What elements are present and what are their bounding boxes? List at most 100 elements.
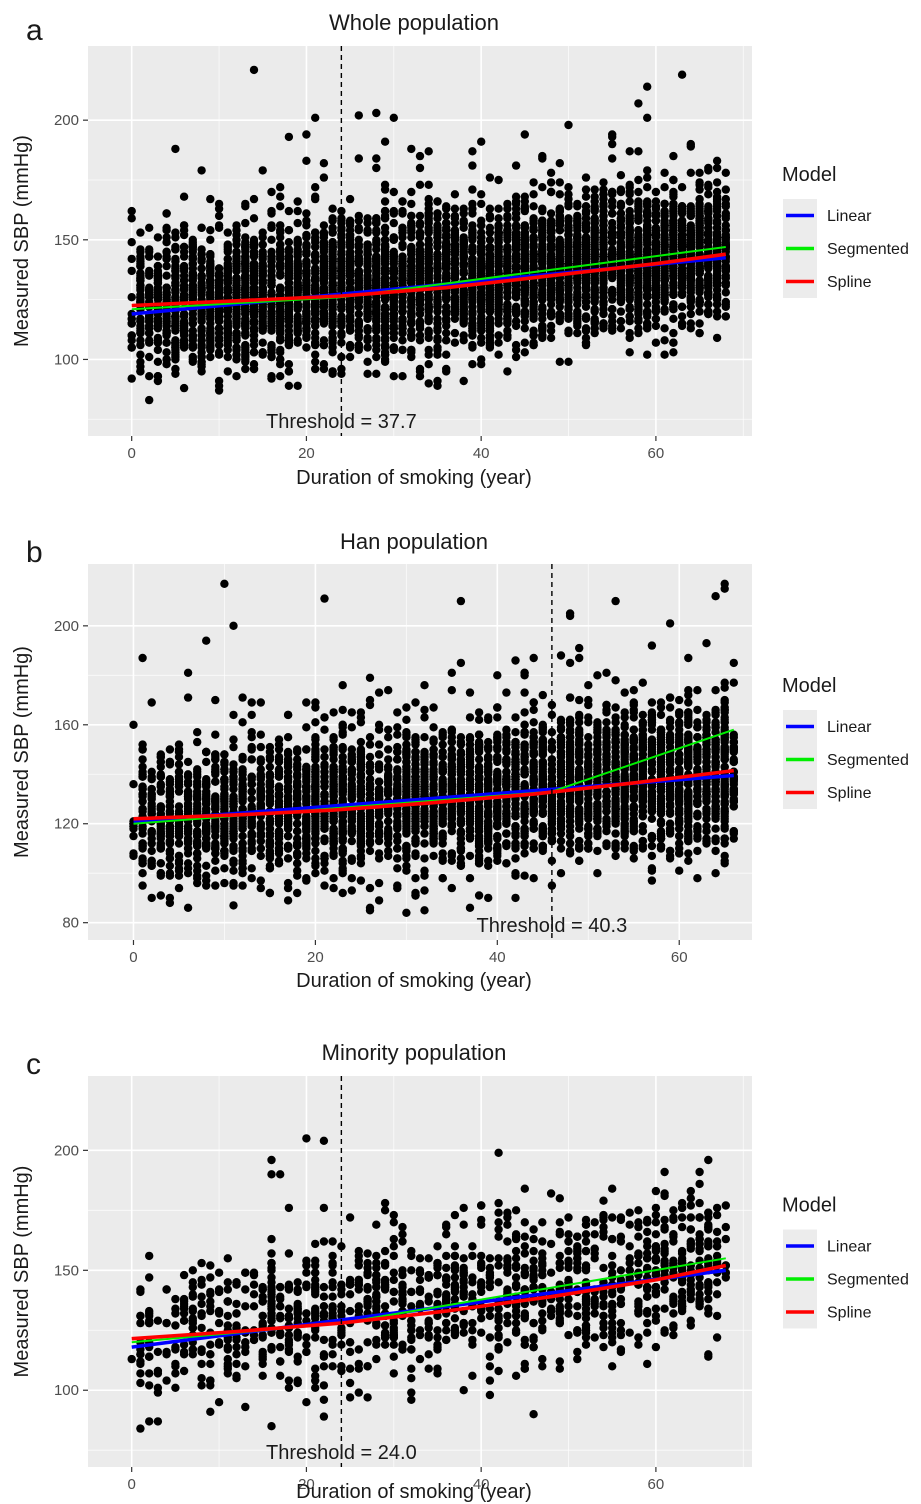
data-point — [485, 214, 495, 223]
data-point — [188, 242, 197, 252]
data-point — [171, 293, 180, 302]
data-point — [276, 285, 285, 295]
data-point — [258, 252, 267, 261]
data-point — [511, 264, 521, 273]
data-point — [284, 367, 294, 376]
data-point — [555, 159, 564, 168]
data-point — [477, 221, 486, 230]
data-point — [407, 333, 416, 343]
data-point — [468, 221, 477, 230]
data-point — [424, 180, 433, 189]
data-point — [389, 372, 398, 381]
data-point — [625, 333, 634, 343]
data-point — [677, 283, 687, 292]
data-point — [712, 333, 722, 343]
data-point — [398, 226, 407, 235]
data-point — [651, 266, 661, 276]
data-point — [188, 309, 197, 319]
data-point — [625, 218, 634, 228]
data-point — [564, 238, 573, 247]
data-point — [415, 151, 425, 161]
data-point — [380, 340, 390, 350]
data-point — [380, 197, 390, 206]
data-point — [302, 216, 311, 225]
data-point — [415, 180, 425, 189]
data-point — [311, 252, 320, 261]
data-point — [407, 211, 416, 221]
data-point — [424, 247, 433, 256]
data-point — [415, 372, 425, 381]
data-point — [311, 113, 320, 123]
data-point — [153, 252, 163, 261]
data-point — [643, 197, 652, 206]
data-point — [433, 343, 442, 352]
data-point — [677, 183, 687, 192]
data-point — [468, 161, 477, 170]
data-point — [232, 221, 241, 230]
data-point — [433, 326, 442, 335]
data-point — [389, 206, 398, 216]
data-point — [573, 211, 582, 221]
data-point — [721, 226, 730, 235]
data-point — [302, 130, 311, 139]
data-point — [721, 297, 730, 307]
data-point — [153, 261, 163, 271]
data-point — [171, 228, 180, 237]
data-point — [651, 338, 661, 347]
data-point — [433, 271, 442, 280]
data-point — [529, 233, 538, 242]
data-point — [380, 235, 390, 244]
data-point — [232, 321, 241, 331]
data-point — [407, 187, 416, 197]
data-point — [188, 293, 197, 302]
data-point — [660, 336, 669, 345]
data-point — [643, 324, 652, 333]
data-point — [511, 317, 521, 326]
data-point — [477, 302, 486, 311]
data-point — [179, 192, 189, 201]
data-point — [494, 238, 503, 247]
data-point — [415, 221, 425, 230]
data-point — [389, 187, 398, 197]
data-point — [634, 245, 643, 254]
data-point — [651, 314, 661, 323]
data-point — [564, 190, 573, 199]
data-point — [625, 211, 634, 221]
data-point — [660, 199, 669, 209]
data-point — [581, 238, 591, 247]
data-point — [276, 192, 285, 201]
data-point — [581, 340, 591, 350]
data-point — [608, 218, 617, 228]
data-point — [328, 321, 337, 331]
data-point — [407, 199, 416, 209]
data-point — [625, 295, 634, 304]
data-point — [459, 376, 468, 386]
data-point — [704, 214, 713, 223]
data-point — [616, 187, 626, 197]
data-point — [319, 159, 329, 168]
data-point — [179, 221, 189, 230]
data-point — [354, 154, 363, 163]
data-point — [197, 264, 206, 273]
data-point — [660, 350, 669, 359]
data-point — [712, 235, 722, 244]
data-point — [241, 364, 250, 374]
data-point — [267, 372, 276, 381]
data-point — [302, 233, 311, 242]
data-point — [503, 221, 512, 230]
data-point — [459, 266, 468, 276]
data-point — [468, 147, 477, 156]
data-point — [608, 202, 617, 211]
data-point — [276, 252, 285, 261]
data-point — [415, 211, 425, 221]
data-point — [127, 331, 136, 340]
data-point — [171, 144, 180, 154]
data-point — [407, 295, 416, 304]
data-point — [695, 283, 704, 292]
chart-title: Whole population — [329, 10, 499, 35]
data-point — [407, 144, 416, 154]
data-point — [459, 314, 468, 323]
data-point — [345, 340, 355, 350]
data-point — [267, 281, 276, 290]
data-point — [529, 340, 538, 350]
